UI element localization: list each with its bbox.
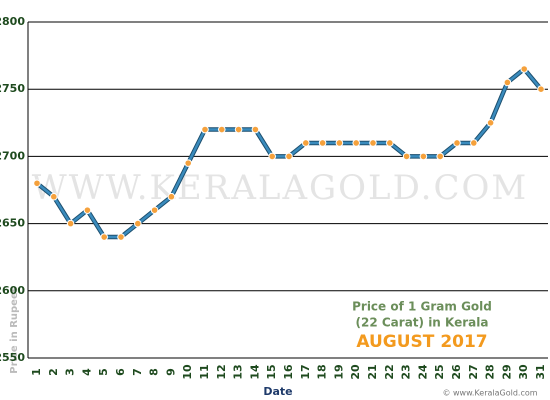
x-tick-label: 16: [282, 364, 295, 380]
marker: [470, 139, 478, 147]
marker: [537, 85, 545, 93]
marker: [33, 179, 41, 188]
marker: [134, 219, 142, 228]
y-tick-label: 2650: [0, 217, 25, 230]
x-tick-label: 28: [484, 364, 497, 379]
annotation: (22 Carat) in Kerala: [356, 316, 489, 330]
marker: [369, 139, 377, 147]
x-tick-label: 4: [80, 368, 93, 376]
x-tick-label: 13: [232, 364, 245, 379]
x-tick-label: 29: [500, 364, 513, 379]
marker: [83, 206, 92, 214]
x-tick-label: 30: [517, 364, 530, 380]
watermark: WWW.KERALAGOLD.COM: [32, 168, 528, 208]
marker: [167, 192, 176, 201]
marker: [201, 125, 209, 134]
x-tick-label: 24: [416, 364, 429, 380]
x-tick-label: 15: [265, 364, 278, 379]
marker: [436, 152, 445, 161]
marker: [335, 139, 344, 147]
y-axis-label: Price in Rupees: [9, 286, 20, 373]
marker: [117, 233, 125, 241]
marker: [302, 139, 310, 147]
marker: [419, 152, 428, 161]
x-tick-label: 17: [299, 364, 312, 379]
marker: [453, 139, 461, 147]
x-tick-label: 5: [97, 368, 110, 376]
y-tick-label: 2750: [0, 82, 25, 95]
y-tick-label: 2800: [0, 15, 25, 28]
x-tick-label: 2: [47, 368, 60, 376]
x-tick-label: 10: [181, 364, 194, 380]
marker: [352, 139, 361, 147]
marker: [150, 206, 159, 214]
x-tick-label: 8: [148, 368, 161, 376]
x-tick-label: 9: [164, 368, 177, 376]
x-tick-label: 26: [450, 364, 463, 380]
x-tick-label: 1: [30, 368, 43, 376]
x-tick-label: 18: [316, 364, 329, 379]
marker: [503, 78, 512, 87]
x-tick-label: 20: [349, 364, 362, 380]
annotation: Price of 1 Gram Gold: [352, 300, 492, 314]
x-tick-label: 31: [534, 364, 547, 379]
y-tick-label: 2600: [0, 284, 25, 297]
marker: [386, 139, 394, 147]
marker: [218, 125, 226, 134]
marker: [486, 119, 495, 127]
marker: [285, 152, 293, 161]
x-tick-label: 12: [215, 364, 228, 379]
x-tick-label: 25: [433, 364, 446, 379]
marker: [50, 192, 58, 201]
marker: [184, 159, 192, 167]
x-tick-label: 14: [248, 364, 261, 380]
marker: [520, 65, 529, 73]
x-tick-label: 21: [366, 364, 379, 379]
x-tick-label: 23: [400, 364, 413, 379]
x-tick-label: 22: [383, 364, 396, 379]
x-tick-label: 11: [198, 364, 211, 379]
marker: [402, 152, 411, 161]
annotation-month: AUGUST 2017: [356, 332, 487, 352]
marker: [318, 139, 327, 147]
y-tick-label: 2550: [0, 351, 25, 364]
marker: [251, 125, 260, 134]
x-tick-label: 7: [131, 368, 144, 376]
marker: [234, 125, 243, 134]
marker: [100, 233, 108, 241]
x-tick-label: 3: [64, 368, 77, 376]
y-tick-label: 2700: [0, 149, 25, 162]
x-axis-label: Date: [263, 385, 292, 398]
x-tick-label: 19: [332, 364, 345, 379]
x-tick-label: 27: [467, 364, 480, 379]
marker: [268, 152, 277, 161]
x-tick-label: 6: [114, 368, 127, 376]
footer: © www.KeralaGold.com: [442, 389, 537, 398]
marker: [66, 219, 75, 228]
